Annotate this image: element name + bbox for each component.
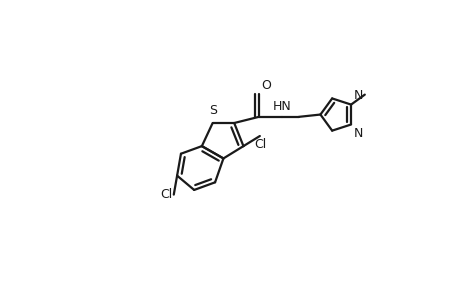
Text: N: N: [353, 127, 362, 140]
Text: N: N: [353, 89, 362, 102]
Text: O: O: [261, 79, 270, 92]
Text: HN: HN: [272, 100, 291, 113]
Text: Cl: Cl: [160, 188, 172, 201]
Text: Cl: Cl: [254, 138, 266, 151]
Text: S: S: [208, 104, 216, 117]
